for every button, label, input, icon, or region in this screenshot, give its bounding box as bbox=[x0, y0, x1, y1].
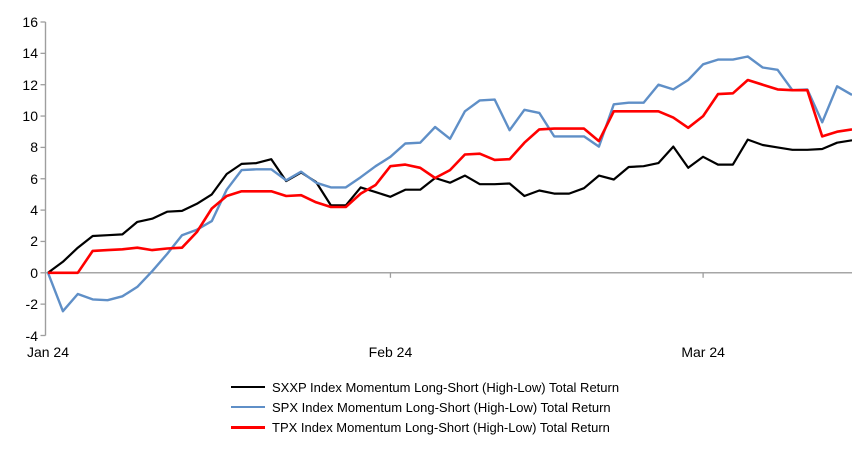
y-axis-tick-label: 14 bbox=[22, 45, 38, 62]
x-axis-tick-label: Jan 24 bbox=[26, 344, 70, 360]
series-line-spx bbox=[46, 55, 852, 313]
legend-label-spx: SPX Index Momentum Long-Short (High-Low)… bbox=[272, 399, 611, 415]
series-line-sxxp bbox=[47, 138, 852, 274]
legend-label-tpx: TPX Index Momentum Long-Short (High-Low)… bbox=[272, 419, 610, 435]
y-axis-tick-label: 6 bbox=[30, 170, 38, 187]
y-axis-tick-label: 2 bbox=[30, 233, 38, 250]
legend-item-sxxp: SXXP Index Momentum Long-Short (High-Low… bbox=[231, 377, 619, 397]
y-axis-tick-label: 10 bbox=[22, 108, 38, 125]
x-axis-tick-label: Mar 24 bbox=[681, 344, 725, 360]
legend: SXXP Index Momentum Long-Short (High-Low… bbox=[231, 377, 619, 437]
y-axis-tick-label: 16 bbox=[22, 14, 38, 30]
legend-item-spx: SPX Index Momentum Long-Short (High-Low)… bbox=[231, 397, 619, 417]
y-axis-tick-label: -2 bbox=[25, 296, 38, 313]
y-axis-tick-label: 12 bbox=[22, 76, 38, 93]
y-axis-tick-label: -4 bbox=[25, 327, 38, 344]
series-line-tpx bbox=[48, 78, 852, 275]
legend-swatch-tpx bbox=[231, 425, 265, 429]
legend-swatch-sxxp bbox=[231, 386, 265, 388]
y-axis-tick-label: 0 bbox=[30, 264, 38, 281]
y-axis-tick-label: 4 bbox=[30, 202, 38, 219]
legend-label-sxxp: SXXP Index Momentum Long-Short (High-Low… bbox=[272, 379, 620, 395]
x-axis-tick-label: Feb 24 bbox=[368, 344, 413, 360]
legend-swatch-spx bbox=[231, 406, 265, 408]
legend-item-tpx: TPX Index Momentum Long-Short (High-Low)… bbox=[231, 417, 619, 437]
y-axis-tick-label: 8 bbox=[30, 139, 38, 156]
